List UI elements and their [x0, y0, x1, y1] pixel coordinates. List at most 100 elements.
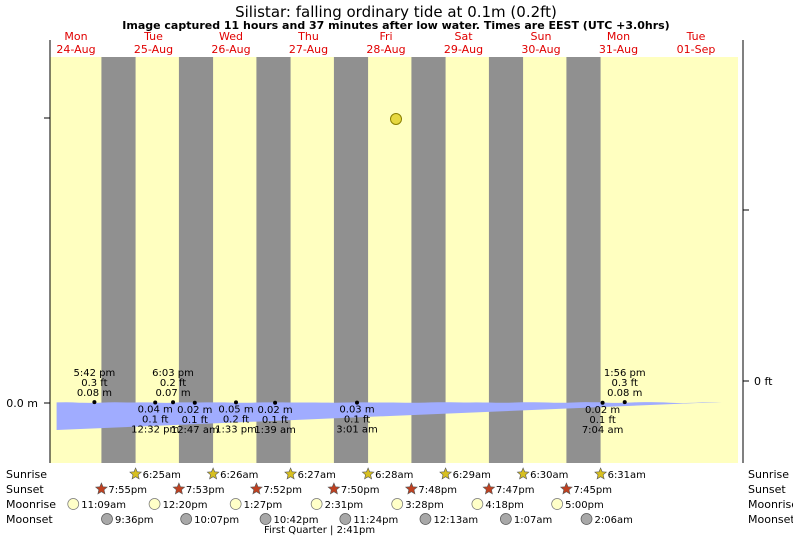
- row-label-left: Moonset: [6, 513, 53, 526]
- sunrise-icon: [594, 467, 608, 480]
- day-label-date: 30-Aug: [521, 43, 560, 56]
- extreme-label: 0.08 m: [77, 388, 112, 399]
- axes: 0.0 m 0 ft: [6, 40, 773, 463]
- day-label-weekday: Wed: [219, 30, 243, 43]
- day-label-date: 28-Aug: [366, 43, 405, 56]
- extreme-dot: [153, 400, 158, 405]
- extreme-label: 0.1 ft: [262, 415, 288, 426]
- moonrise-time: 3:28pm: [405, 500, 444, 511]
- sunset-icon: [559, 482, 573, 495]
- row-label-right: Moonset: [748, 513, 793, 526]
- night-band: [488, 57, 524, 463]
- sunrise-icon: [361, 467, 375, 480]
- extreme-label: 0.02 m: [177, 405, 212, 416]
- moonrise-icon: [148, 498, 161, 510]
- row-label-left: Sunset: [6, 483, 44, 496]
- sun-marker: [390, 113, 402, 125]
- row-label-right: Sunset: [748, 483, 786, 496]
- extreme-label: 12:47 am: [171, 425, 219, 436]
- moonrise-icon: [67, 498, 80, 510]
- extreme-label: 0.02 m: [257, 405, 292, 416]
- night-band: [411, 57, 446, 463]
- day-label-weekday: Mon: [64, 30, 87, 43]
- sunset-time: 7:47pm: [496, 485, 535, 496]
- sunset-icon: [94, 482, 108, 495]
- sunrise-time: 6:28am: [375, 470, 413, 481]
- sunset-icon: [404, 482, 418, 495]
- night-bands: [101, 57, 601, 463]
- sunrise-icon: [206, 467, 220, 480]
- extreme-dot: [600, 400, 605, 405]
- sunset-time: 7:48pm: [418, 485, 457, 496]
- moonset-icon: [259, 513, 272, 525]
- moonset-time: 12:13am: [433, 515, 478, 526]
- day-label-weekday: Mon: [607, 30, 630, 43]
- moonset-time: 10:07pm: [194, 515, 239, 526]
- extreme-dot: [622, 400, 627, 405]
- day-label-weekday: Sun: [531, 30, 552, 43]
- moonset-icon: [580, 513, 593, 525]
- extreme-label: 0.05 m: [218, 404, 253, 415]
- day-label-weekday: Sat: [454, 30, 473, 43]
- day-label-weekday: Tue: [143, 30, 163, 43]
- extreme-label: 0.07 m: [155, 388, 190, 399]
- day-labels: Mon24-AugTue25-AugWed26-AugThu27-AugFri2…: [56, 30, 715, 56]
- row-label-right: Sunrise: [748, 468, 789, 481]
- moonrise-icon: [229, 498, 242, 510]
- right-axis-label: 0 ft: [754, 375, 773, 388]
- sunset-icon: [327, 482, 341, 495]
- extreme-label: 0.04 m: [138, 405, 173, 416]
- moonset-time: 10:42pm: [274, 515, 319, 526]
- sunrise-icon: [129, 467, 143, 480]
- sunset-time: 7:53pm: [186, 485, 225, 496]
- sunset-icon: [482, 482, 496, 495]
- day-label-date: 24-Aug: [56, 43, 95, 56]
- extreme-dot: [273, 400, 278, 405]
- tide-area: [56, 402, 722, 430]
- moonset-icon: [500, 513, 512, 525]
- moonset-time: 1:07am: [514, 515, 552, 526]
- chart-subtitle: Image captured 11 hours and 37 minutes a…: [122, 19, 669, 32]
- extreme-label: 0.1 ft: [142, 415, 168, 426]
- extreme-label: 0.2 ft: [223, 414, 249, 425]
- day-label-date: 29-Aug: [444, 43, 483, 56]
- extreme-label: 1:33 pm: [215, 424, 257, 435]
- moonset-icon: [339, 513, 352, 525]
- moonset-icon: [419, 513, 432, 525]
- extreme-label: 0.1 ft: [182, 415, 208, 426]
- sunrise-time: 6:29am: [453, 470, 491, 481]
- extreme-dot: [192, 400, 197, 405]
- moonrise-time: 1:27pm: [244, 500, 283, 511]
- extreme-dot: [234, 400, 239, 405]
- sunset-time: 7:50pm: [341, 485, 380, 496]
- moonrise-icon: [391, 498, 404, 510]
- extreme-label: 0.08 m: [607, 388, 642, 399]
- extreme-label: 0.03 m: [339, 405, 374, 416]
- row-label-left: Moonrise: [6, 498, 56, 511]
- sunrise-time: 6:30am: [530, 470, 568, 481]
- sunrise-time: 6:27am: [298, 470, 336, 481]
- astro-rows: Sunrise Sunrise Sunset Sunset Moonrise Moonri…: [6, 467, 793, 536]
- left-axis-label: 0.0 m: [6, 397, 38, 410]
- extreme-label: 0.3 ft: [81, 378, 107, 389]
- extreme-label: 7:04 am: [582, 425, 624, 436]
- extreme-label: 12:32 pm: [131, 425, 179, 436]
- moonrise-time: 2:31pm: [325, 500, 364, 511]
- moon-phase-label: First Quarter | 2:41pm: [264, 525, 375, 536]
- extreme-label: 0.2 ft: [160, 378, 186, 389]
- moonrise-time: 11:09am: [81, 500, 126, 511]
- sunrise-icon: [516, 467, 530, 480]
- sunset-icon: [172, 482, 186, 495]
- day-label-weekday: Fri: [379, 30, 392, 43]
- sunset-time: 7:45pm: [573, 485, 612, 496]
- extreme-label: 3:01 am: [336, 425, 378, 436]
- moonrise-icon: [471, 498, 484, 510]
- extreme-dot: [171, 400, 176, 405]
- day-label-date: 26-Aug: [211, 43, 250, 56]
- row-label-left: Sunrise: [6, 468, 47, 481]
- sunrise-icon: [439, 467, 453, 480]
- sunset-icon: [249, 482, 263, 495]
- moonrise-time: 4:18pm: [485, 500, 524, 511]
